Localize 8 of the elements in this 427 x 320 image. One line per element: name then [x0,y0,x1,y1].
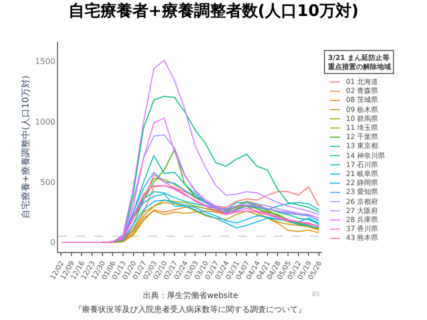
y-tick-label: 1000 [35,117,56,126]
y-tick-label: 1500 [35,57,56,66]
text: 『療養状況等及び入院患者受入病床数等に関する調査について』 [74,305,306,314]
y-tick-label: 500 [40,178,56,187]
y-tick-label: 0 [50,238,56,248]
source-note: 出典：厚生労働省website [143,291,238,300]
chart-title: 自宅療養者+療養調整者数(人口10万対) [68,1,359,20]
y-axis-title: 自宅療養+療養調整中(人口10万対) [20,75,32,219]
